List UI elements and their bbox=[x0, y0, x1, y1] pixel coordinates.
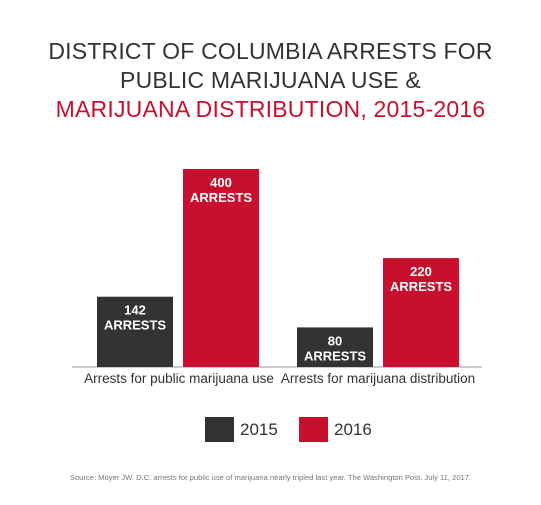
bar-value-label: 220 bbox=[410, 264, 432, 279]
bar-unit-label: ARRESTS bbox=[304, 348, 366, 363]
legend-item-2016: 2016 bbox=[299, 417, 372, 442]
chart-title-line-2: PUBLIC MARIJUANA USE & bbox=[120, 67, 421, 93]
bar-value-label: 80 bbox=[328, 333, 342, 348]
bar-unit-label: ARRESTS bbox=[104, 318, 166, 333]
bar-value-label: 400 bbox=[210, 175, 232, 190]
chart-title-line-3: MARIJUANA DISTRIBUTION, 2015-2016 bbox=[55, 96, 486, 122]
bar-2015-0 bbox=[97, 296, 173, 367]
chart-title-line-1: DISTRICT OF COLUMBIA ARRESTS FOR bbox=[48, 38, 493, 64]
legend-label-2016: 2016 bbox=[334, 419, 372, 439]
bar-unit-label: ARRESTS bbox=[190, 190, 252, 205]
legend-swatch-2016 bbox=[299, 417, 328, 442]
source-note: Source: Moyer JW. D.C. arrests for publi… bbox=[69, 473, 472, 482]
bar-unit-label: ARRESTS bbox=[390, 279, 452, 294]
bar-value-label: 142 bbox=[124, 303, 146, 318]
category-label: Arrests for marijuana distribution bbox=[281, 371, 475, 386]
bar-2015-1 bbox=[297, 327, 373, 367]
legend-swatch-2015 bbox=[205, 417, 234, 442]
legend-item-2015: 2015 bbox=[205, 417, 278, 442]
category-label: Arrests for public marijuana use bbox=[84, 371, 274, 386]
bar-2016-0 bbox=[183, 169, 259, 367]
legend: 2015 2016 bbox=[0, 417, 541, 445]
bar-2016-1 bbox=[383, 258, 459, 367]
legend-label-2015: 2015 bbox=[240, 419, 278, 439]
